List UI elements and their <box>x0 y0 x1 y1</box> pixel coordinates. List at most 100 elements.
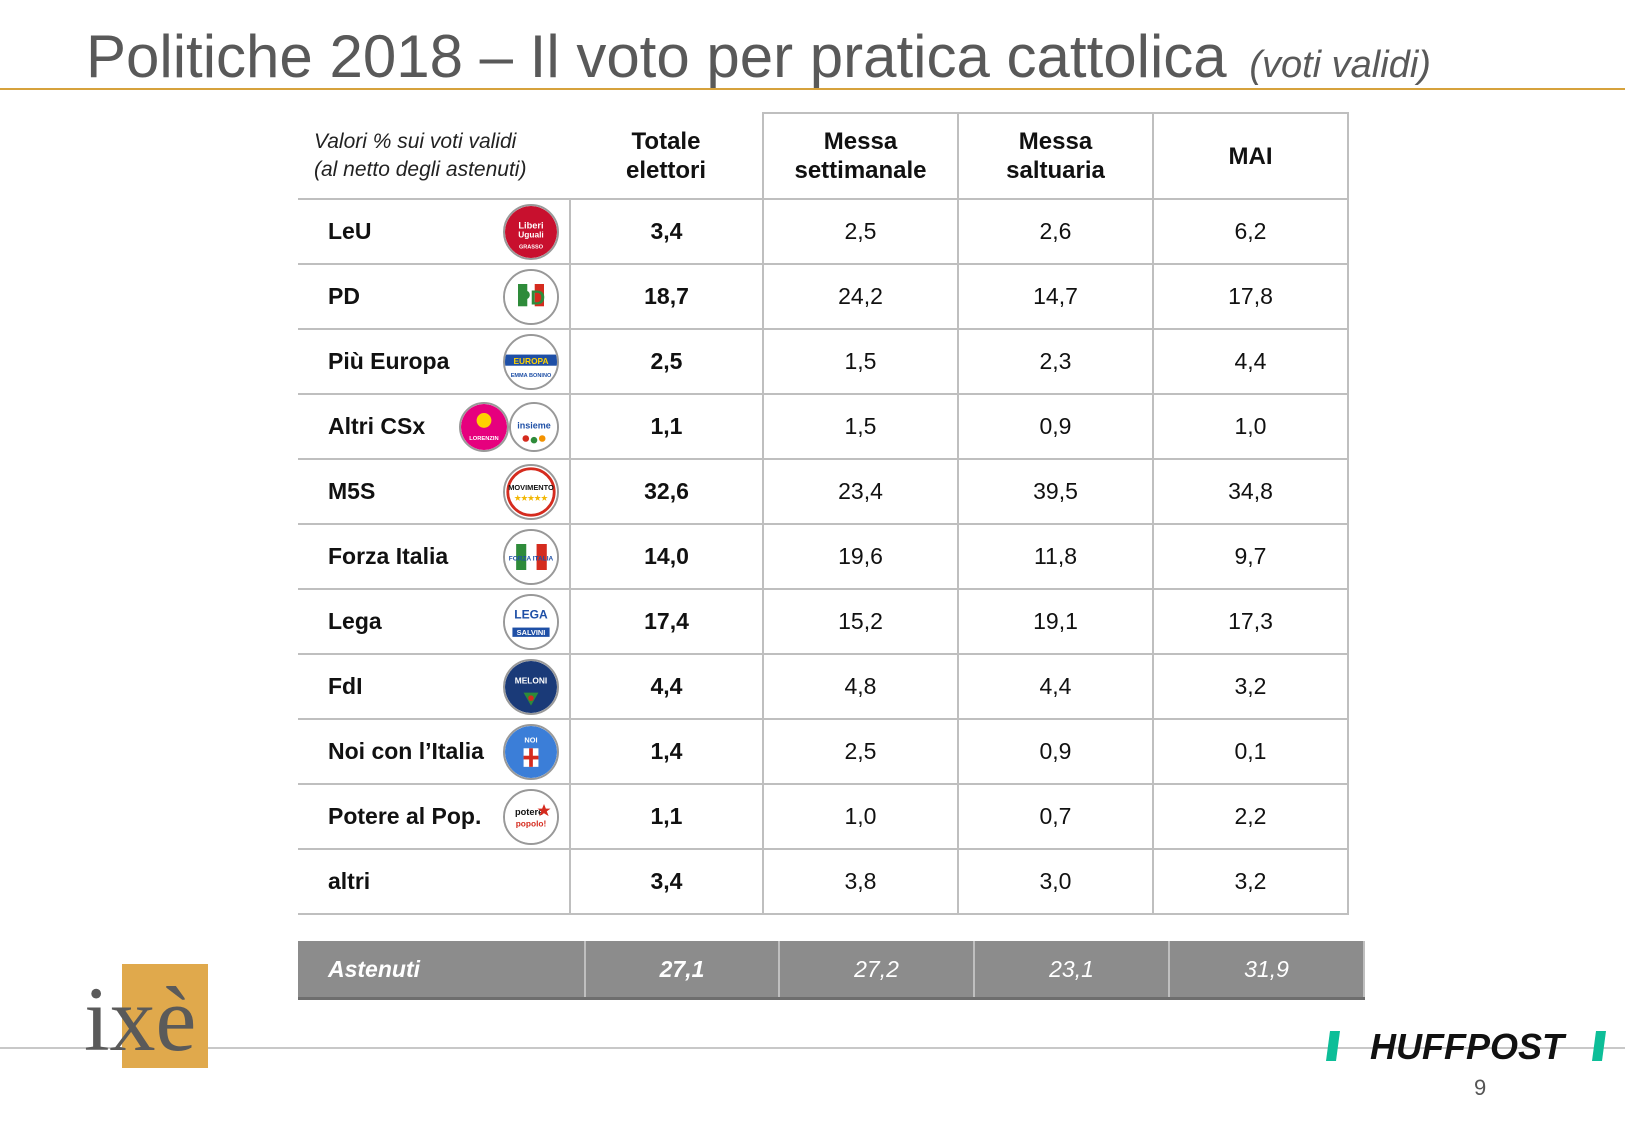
value-cell-totale: 4,4 <box>570 653 764 719</box>
party-cell: M5S MOVIMENTO ★★★★★ <box>298 458 571 524</box>
noi-con-italia-logo: NOI <box>503 723 559 780</box>
svg-text:MELONI: MELONI <box>515 675 547 685</box>
table-header-row: Valori % sui voti validi (al netto degli… <box>298 112 1349 199</box>
value-cell-mai: 6,2 <box>1153 198 1349 264</box>
value-cell-settimanale: 4,8 <box>763 653 959 719</box>
party-cell: PD PD <box>298 263 571 329</box>
svg-text:FORZA ITALIA: FORZA ITALIA <box>509 555 554 562</box>
abstained-label: Astenuti <box>298 941 586 1000</box>
value-cell-settimanale: 2,5 <box>763 718 959 784</box>
abstained-saltuaria: 23,1 <box>974 941 1170 1000</box>
fdi-logo: MELONI <box>503 658 559 715</box>
column-header-settimanale: Messa settimanale <box>762 112 958 199</box>
value-cell-saltuaria: 39,5 <box>958 458 1154 524</box>
huffpost-logo-text: HUFFPOST <box>1370 1026 1567 1065</box>
value-cell-settimanale: 19,6 <box>763 523 959 589</box>
ixe-logo-text: ixè <box>84 968 196 1070</box>
forza-italia-logo: FORZA ITALIA <box>503 528 559 585</box>
value-cell-totale: 1,1 <box>570 783 764 849</box>
party-name: Più Europa <box>328 348 450 374</box>
table-row: Lega LEGA SALVINI 17,4 15,2 19,1 17,3 <box>298 588 1349 654</box>
column-header-totale: Totale elettori <box>625 127 706 184</box>
value-cell-saltuaria: 11,8 <box>958 523 1154 589</box>
party-cell: Potere al Pop. potere popolo! <box>298 783 571 849</box>
value-cell-saltuaria: 4,4 <box>958 653 1154 719</box>
value-cell-totale: 32,6 <box>570 458 764 524</box>
value-cell-totale: 1,1 <box>570 393 764 459</box>
party-name: M5S <box>328 478 376 504</box>
table-row: PD PD 18,7 24,2 14,7 17,8 <box>298 263 1349 329</box>
party-name: altri <box>328 868 371 894</box>
party-cell: Altri CSx LORENZIN insieme <box>298 393 571 459</box>
ixe-logo: ixè <box>84 964 208 1070</box>
civica-popolare-logo: LORENZIN <box>459 401 509 452</box>
party-name: Potere al Pop. <box>328 803 482 829</box>
svg-text:insieme: insieme <box>517 420 551 430</box>
value-cell-mai: 2,2 <box>1153 783 1349 849</box>
abstained-totale: 27,1 <box>585 941 780 1000</box>
leu-logo: Liberi Uguali GRASSO <box>503 203 559 260</box>
table-row: FdI MELONI 4,4 4,8 4,4 3,2 <box>298 653 1349 719</box>
svg-text:popolo!: popolo! <box>516 818 547 828</box>
column-header-mai: MAI <box>1152 112 1349 199</box>
m5s-logo: MOVIMENTO ★★★★★ <box>503 463 559 520</box>
party-cell: LeU Liberi Uguali GRASSO <box>298 198 571 264</box>
value-cell-totale: 3,4 <box>570 198 764 264</box>
party-name: Lega <box>328 608 382 634</box>
table-row: LeU Liberi Uguali GRASSO 3,4 2,5 2,6 6,2 <box>298 198 1349 264</box>
table-row: Più Europa EUROPA EMMA BONINO 2,5 1,5 2,3 4,4 <box>298 328 1349 394</box>
party-cell: Noi con l’Italia NOI <box>298 718 571 784</box>
footer-divider <box>0 1047 1625 1049</box>
table-note: Valori % sui voti validi (al netto degli… <box>314 129 527 181</box>
value-cell-saltuaria: 0,7 <box>958 783 1154 849</box>
value-cell-mai: 9,7 <box>1153 523 1349 589</box>
abstained-settimanale: 27,2 <box>779 941 975 1000</box>
page-number: 9 <box>1474 1075 1487 1100</box>
value-cell-saltuaria: 14,7 <box>958 263 1154 329</box>
value-cell-mai: 34,8 <box>1153 458 1349 524</box>
party-name: PD <box>328 283 360 309</box>
party-name: FdI <box>328 673 363 699</box>
column-header-saltuaria: Messa saltuaria <box>957 112 1153 199</box>
svg-text:EMMA BONINO: EMMA BONINO <box>511 372 552 378</box>
value-cell-saltuaria: 2,3 <box>958 328 1154 394</box>
value-cell-totale: 1,4 <box>570 718 764 784</box>
page-subtitle: (voti validi) <box>1249 44 1431 86</box>
piu-europa-logo: EUROPA EMMA BONINO <box>503 333 559 390</box>
table-row: Forza Italia FORZA ITALIA 14,0 19,6 11,8 9,7 <box>298 523 1349 589</box>
table-row: Noi con l’Italia NOI 1,4 2,5 0,9 0,1 <box>298 718 1349 784</box>
party-cell: Lega LEGA SALVINI <box>298 588 571 654</box>
value-cell-mai: 4,4 <box>1153 328 1349 394</box>
pd-logo: PD <box>503 268 559 325</box>
value-cell-saltuaria: 0,9 <box>958 718 1154 784</box>
value-cell-saltuaria: 2,6 <box>958 198 1154 264</box>
insieme-logo: insieme <box>509 401 559 452</box>
value-cell-saltuaria: 3,0 <box>958 848 1154 915</box>
svg-text:LORENZIN: LORENZIN <box>469 436 498 442</box>
svg-text:SALVINI: SALVINI <box>517 628 546 637</box>
svg-text:MOVIMENTO: MOVIMENTO <box>508 483 554 492</box>
value-cell-totale: 3,4 <box>570 848 764 915</box>
value-cell-saltuaria: 0,9 <box>958 393 1154 459</box>
value-cell-mai: 1,0 <box>1153 393 1349 459</box>
svg-text:Uguali: Uguali <box>518 229 544 239</box>
page-title: Politiche 2018 – Il voto per pratica cat… <box>86 23 1431 90</box>
party-cell: altri <box>298 848 571 915</box>
svg-text:EUROPA: EUROPA <box>513 355 548 365</box>
huffpost-logo: HUFFPOST <box>1326 1026 1606 1065</box>
potere-al-popolo-logo: potere popolo! <box>503 788 559 845</box>
value-cell-mai: 0,1 <box>1153 718 1349 784</box>
title-divider <box>0 88 1625 90</box>
party-cell: Più Europa EUROPA EMMA BONINO <box>298 328 571 394</box>
party-name: Forza Italia <box>328 543 449 569</box>
vote-table: Valori % sui voti validi (al netto degli… <box>298 112 1349 915</box>
value-cell-mai: 17,8 <box>1153 263 1349 329</box>
abstained-mai: 31,9 <box>1169 941 1365 1000</box>
party-cell: FdI MELONI <box>298 653 571 719</box>
table-row: Potere al Pop. potere popolo! 1,1 1,0 0,7 2,2 <box>298 783 1349 849</box>
party-cell: Forza Italia FORZA ITALIA <box>298 523 571 589</box>
svg-text:LEGA: LEGA <box>514 607 548 621</box>
value-cell-totale: 18,7 <box>570 263 764 329</box>
svg-text:Liberi: Liberi <box>518 220 543 230</box>
value-cell-saltuaria: 19,1 <box>958 588 1154 654</box>
